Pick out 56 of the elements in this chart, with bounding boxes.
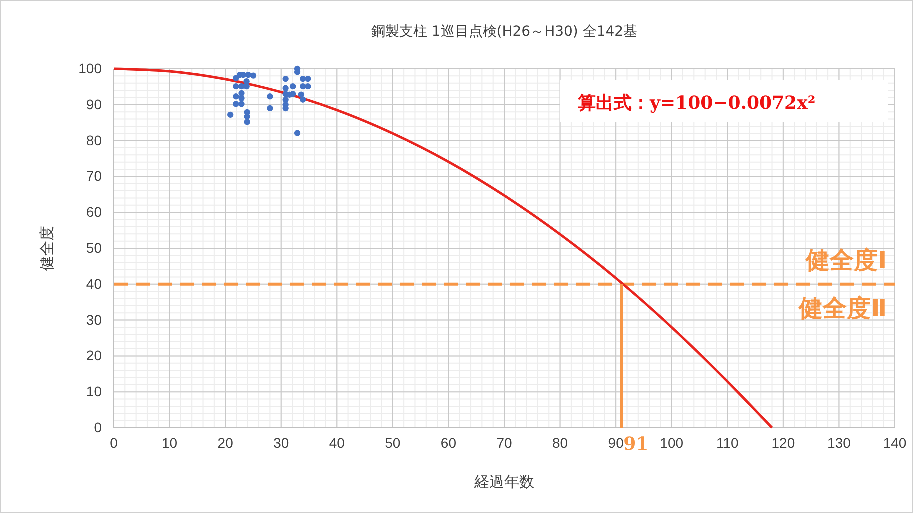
x-tick-label: 100	[660, 434, 684, 451]
annotation: 算出式：y=100−0.0072x²	[577, 93, 816, 114]
x-tick-label: 0	[110, 434, 118, 451]
y-tick-label: 100	[78, 60, 102, 76]
y-tick-label: 50	[86, 240, 102, 256]
point	[282, 85, 289, 92]
formula-box: 算出式：y=100−0.0072x²	[560, 80, 888, 122]
point	[300, 96, 306, 103]
annotation: 健全度Ⅱ	[798, 294, 887, 322]
point	[233, 94, 240, 100]
x-tick-label: 60	[440, 434, 457, 451]
x-tick-label: 130	[828, 434, 852, 451]
y-tick-label: 60	[86, 204, 102, 220]
x-tick-label: 140	[883, 434, 907, 451]
point	[245, 72, 252, 78]
point	[233, 101, 240, 108]
x-tick-label: 50	[385, 434, 401, 451]
point	[294, 130, 301, 136]
point	[290, 84, 296, 90]
chart-title: 鋼製支柱 1巡目点検(H26～H30) 全142基	[371, 24, 638, 40]
point	[300, 84, 306, 90]
y-axis-title: 健全度	[38, 226, 56, 271]
point	[238, 95, 245, 102]
y-tick-label: 90	[86, 96, 102, 112]
x-tick-label: 70	[496, 434, 512, 451]
point	[300, 76, 306, 82]
point	[267, 105, 274, 112]
point	[244, 119, 250, 126]
x-tick-label: 120	[772, 434, 796, 451]
x-tick-label: 20	[218, 434, 234, 451]
y-tick-label: 40	[86, 276, 102, 292]
y-tick-label: 30	[86, 312, 102, 328]
point	[250, 72, 257, 79]
y-tick-label: 10	[86, 384, 102, 400]
point	[267, 94, 274, 100]
x-tick-label: 40	[329, 434, 346, 451]
point	[233, 84, 240, 90]
x-tick-label: 110	[716, 434, 740, 451]
annotation: 91	[624, 434, 649, 455]
y-tick-label: 0	[94, 419, 102, 436]
point	[244, 84, 250, 90]
point	[305, 84, 312, 90]
point	[238, 101, 245, 108]
x-tick-label: 10	[162, 434, 178, 451]
x-tick-label: 90	[608, 434, 624, 451]
annotation: 健全度Ⅰ	[805, 246, 887, 274]
y-tick-label: 70	[86, 168, 102, 184]
point	[305, 76, 312, 82]
x-tick-label: 30	[274, 434, 290, 451]
y-tick-label: 80	[86, 132, 102, 148]
x-axis-title: 経過年数	[474, 473, 534, 491]
point	[298, 92, 305, 98]
point	[282, 76, 289, 82]
x-tick-label: 80	[552, 434, 568, 451]
point	[228, 112, 234, 118]
y-tick-label: 20	[86, 348, 102, 364]
